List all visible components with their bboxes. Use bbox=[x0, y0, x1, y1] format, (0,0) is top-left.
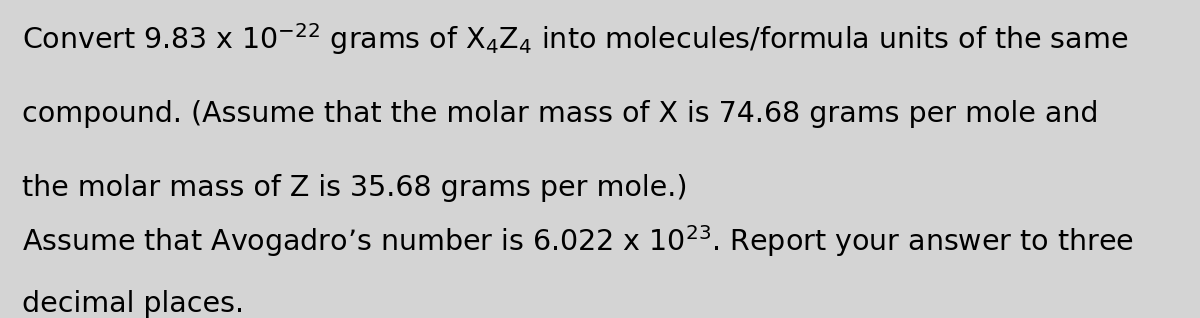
Text: the molar mass of Z is 35.68 grams per mole.): the molar mass of Z is 35.68 grams per m… bbox=[22, 174, 688, 202]
Text: Assume that Avogadro’s number is 6.022 x $\mathregular{10^{23}}$. Report your an: Assume that Avogadro’s number is 6.022 x… bbox=[22, 223, 1134, 259]
Text: Convert 9.83 x $\mathregular{10^{-22}}$ grams of $\mathregular{X_4Z_4}$ into mol: Convert 9.83 x $\mathregular{10^{-22}}$ … bbox=[22, 21, 1128, 57]
Text: compound. (Assume that the molar mass of X is 74.68 grams per mole and: compound. (Assume that the molar mass of… bbox=[22, 100, 1098, 128]
Text: decimal places.: decimal places. bbox=[22, 290, 244, 318]
